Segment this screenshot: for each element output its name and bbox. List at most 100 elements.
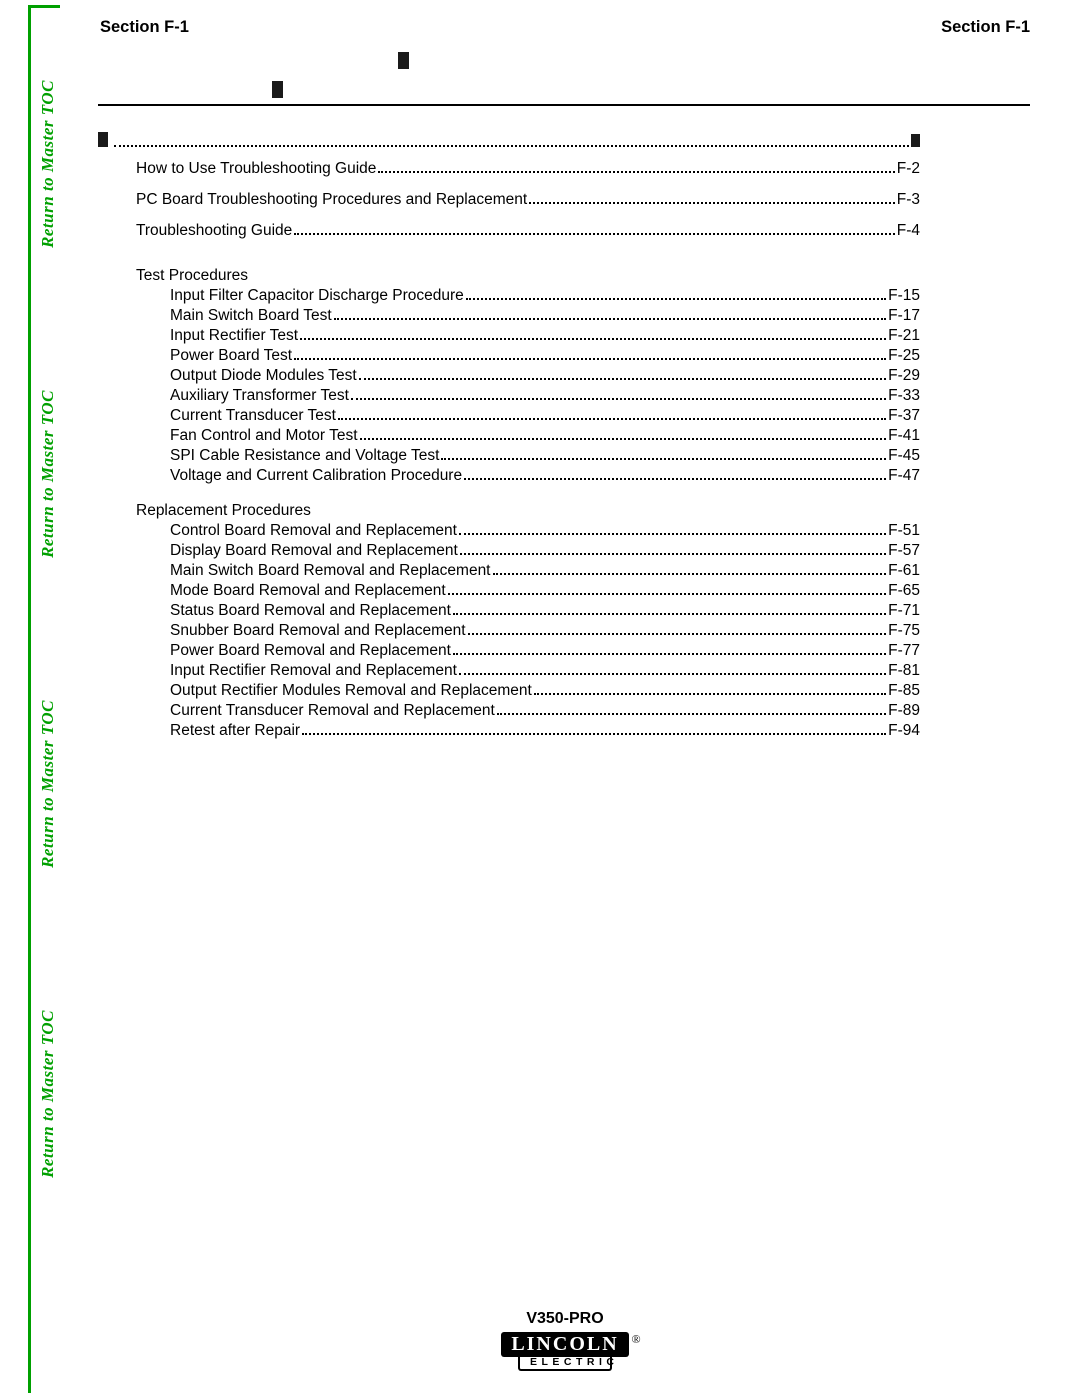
leader-dots bbox=[460, 553, 886, 555]
toc-entry[interactable]: Main Switch Board Removal and Replacemen… bbox=[170, 561, 920, 581]
leader-dots bbox=[302, 733, 886, 735]
toc-entry[interactable]: Output Diode Modules Test F-29 bbox=[170, 366, 920, 386]
toc-entry-label: Mode Board Removal and Replacement bbox=[170, 581, 446, 601]
toc-group-title: Replacement Procedures bbox=[136, 500, 920, 521]
leader-dots bbox=[294, 358, 886, 360]
leader-dots bbox=[453, 653, 886, 655]
toc-entry-page: F-94 bbox=[888, 721, 920, 741]
toc-entry[interactable]: Troubleshooting Guide F-4 bbox=[136, 220, 920, 241]
toc-entry-page: F-21 bbox=[888, 326, 920, 346]
toc-group-spacer bbox=[98, 486, 920, 500]
return-master-toc-link[interactable]: Return to Master TOC bbox=[38, 1010, 56, 1178]
toc-entry-label: SPI Cable Resistance and Voltage Test bbox=[170, 446, 439, 466]
title-glyph-icon bbox=[272, 81, 283, 98]
toc-entry[interactable]: Status Board Removal and ReplacementF-71 bbox=[170, 601, 920, 621]
toc-entry-label: Current Transducer Removal and Replaceme… bbox=[170, 701, 495, 721]
toc-entry-label: Input Filter Capacitor Discharge Procedu… bbox=[170, 286, 464, 306]
toc-entry-page: F-89 bbox=[888, 701, 920, 721]
toc-entry[interactable]: Current Transducer TestF-37 bbox=[170, 406, 920, 426]
leader-dots bbox=[529, 202, 895, 204]
toc-entry-page: F-77 bbox=[888, 641, 920, 661]
toc-level2-list: Input Filter Capacitor Discharge Procedu… bbox=[170, 286, 920, 486]
toc-group-title-label: Replacement Procedures bbox=[136, 500, 311, 521]
toc-entry[interactable]: Power Board TestF-25 bbox=[170, 346, 920, 366]
toc-entry-page: F-33 bbox=[888, 386, 920, 406]
side-nav: Return to Master TOC Return to Master TO… bbox=[0, 0, 56, 1397]
toc-entry-page: F-2 bbox=[897, 158, 920, 179]
logo-brand-bottom: ELECTRIC bbox=[518, 1355, 612, 1371]
return-master-toc-link[interactable]: Return to Master TOC bbox=[38, 700, 56, 868]
toc-entry-page: F-57 bbox=[888, 541, 920, 561]
toc-entry[interactable]: How to Use Troubleshooting Guide F-2 bbox=[136, 158, 920, 179]
toc-group-title-label: Test Procedures bbox=[136, 265, 248, 286]
return-master-toc-link[interactable]: Return to Master TOC bbox=[38, 390, 56, 558]
toc-entry[interactable]: Main Switch Board Test F-17 bbox=[170, 306, 920, 326]
toc-entry-label: Main Switch Board Test bbox=[170, 306, 332, 326]
return-master-toc-link[interactable]: Return to Master TOC bbox=[38, 80, 56, 248]
toc-entry-page: F-85 bbox=[888, 681, 920, 701]
toc-entry[interactable]: Fan Control and Motor Test F-41 bbox=[170, 426, 920, 446]
leader-dots bbox=[464, 478, 886, 480]
leader-dots bbox=[466, 298, 886, 300]
toc-entry[interactable]: Auxiliary Transformer TestF-33 bbox=[170, 386, 920, 406]
leader-dots bbox=[359, 378, 886, 380]
leader-dots bbox=[294, 233, 895, 235]
toc-entry-page: F-17 bbox=[888, 306, 920, 326]
toc-entry[interactable]: Input Rectifier Removal and Replacement F… bbox=[170, 661, 920, 681]
toc-entry-page: F-4 bbox=[897, 220, 920, 241]
toc-entry-label: Input Rectifier Removal and Replacement bbox=[170, 661, 457, 681]
toc-group-title: Test Procedures bbox=[136, 265, 920, 286]
toc-entry-label: Fan Control and Motor Test bbox=[170, 426, 358, 446]
leader-dots bbox=[493, 573, 887, 575]
horizontal-rule bbox=[98, 104, 1030, 106]
leader-dots bbox=[459, 673, 886, 675]
toc-entry-label: Output Rectifier Modules Removal and Rep… bbox=[170, 681, 532, 701]
toc-entry[interactable]: Voltage and Current Calibration Procedur… bbox=[170, 466, 920, 486]
toc-entry-page: F-37 bbox=[888, 406, 920, 426]
toc-entry[interactable]: Display Board Removal and Replacement F-5… bbox=[170, 541, 920, 561]
leader-dots bbox=[351, 398, 886, 400]
toc-entry-page: F-81 bbox=[888, 661, 920, 681]
toc-entry-page: F-47 bbox=[888, 466, 920, 486]
toc-entry[interactable]: Input Filter Capacitor Discharge Procedu… bbox=[170, 286, 920, 306]
leader-dots bbox=[468, 633, 887, 635]
toc-entry-label: How to Use Troubleshooting Guide bbox=[136, 158, 376, 179]
logo-brand-text: LINCOLN bbox=[511, 1333, 618, 1355]
toc-entry-page: F-45 bbox=[888, 446, 920, 466]
toc-entry[interactable]: Snubber Board Removal and ReplacementF-7… bbox=[170, 621, 920, 641]
toc-entry[interactable]: Mode Board Removal and Replacement F-65 bbox=[170, 581, 920, 601]
toc-level1-list: How to Use Troubleshooting Guide F-2 PC Bo… bbox=[136, 158, 920, 241]
toc-entry-label: Control Board Removal and Replacement bbox=[170, 521, 457, 541]
toc-entry-page: F-3 bbox=[897, 189, 920, 210]
leader-dots bbox=[448, 593, 886, 595]
leader-dots bbox=[459, 533, 886, 535]
toc-heading-glyph-icon bbox=[98, 132, 108, 147]
toc-entry-label: PC Board Troubleshooting Procedures and … bbox=[136, 189, 527, 210]
toc-entry-label: Display Board Removal and Replacement bbox=[170, 541, 458, 561]
toc-entry-page: F-51 bbox=[888, 521, 920, 541]
toc-entry[interactable]: PC Board Troubleshooting Procedures and … bbox=[136, 189, 920, 210]
toc-entry[interactable]: Input Rectifier Test F-21 bbox=[170, 326, 920, 346]
leader-dots bbox=[378, 171, 894, 173]
toc-entry[interactable]: SPI Cable Resistance and Voltage Test F-4… bbox=[170, 446, 920, 466]
toc-entry-page: F-41 bbox=[888, 426, 920, 446]
toc-entry-page: F-29 bbox=[888, 366, 920, 386]
leader-dots bbox=[334, 318, 886, 320]
toc-section-heading bbox=[98, 132, 920, 150]
toc-entry-page: F-65 bbox=[888, 581, 920, 601]
leader-dots bbox=[338, 418, 886, 420]
toc-entry-label: Status Board Removal and Replacement bbox=[170, 601, 451, 621]
leader-dots bbox=[360, 438, 887, 440]
leader-dots bbox=[453, 613, 886, 615]
toc-entry-label: Input Rectifier Test bbox=[170, 326, 298, 346]
toc-entry[interactable]: Current Transducer Removal and Replaceme… bbox=[170, 701, 920, 721]
toc-entry[interactable]: Retest after RepairF-94 bbox=[170, 721, 920, 741]
toc-entry[interactable]: Power Board Removal and ReplacementF-77 bbox=[170, 641, 920, 661]
toc-entry[interactable]: Control Board Removal and Replacement F-5… bbox=[170, 521, 920, 541]
toc-group-spacer bbox=[98, 251, 920, 265]
toc-level2-list: Control Board Removal and Replacement F-5… bbox=[170, 521, 920, 741]
toc-entry-label: Output Diode Modules Test bbox=[170, 366, 357, 386]
toc-entry[interactable]: Output Rectifier Modules Removal and Rep… bbox=[170, 681, 920, 701]
toc-entry-label: Troubleshooting Guide bbox=[136, 220, 292, 241]
registered-trademark-icon: ® bbox=[632, 1332, 643, 1347]
